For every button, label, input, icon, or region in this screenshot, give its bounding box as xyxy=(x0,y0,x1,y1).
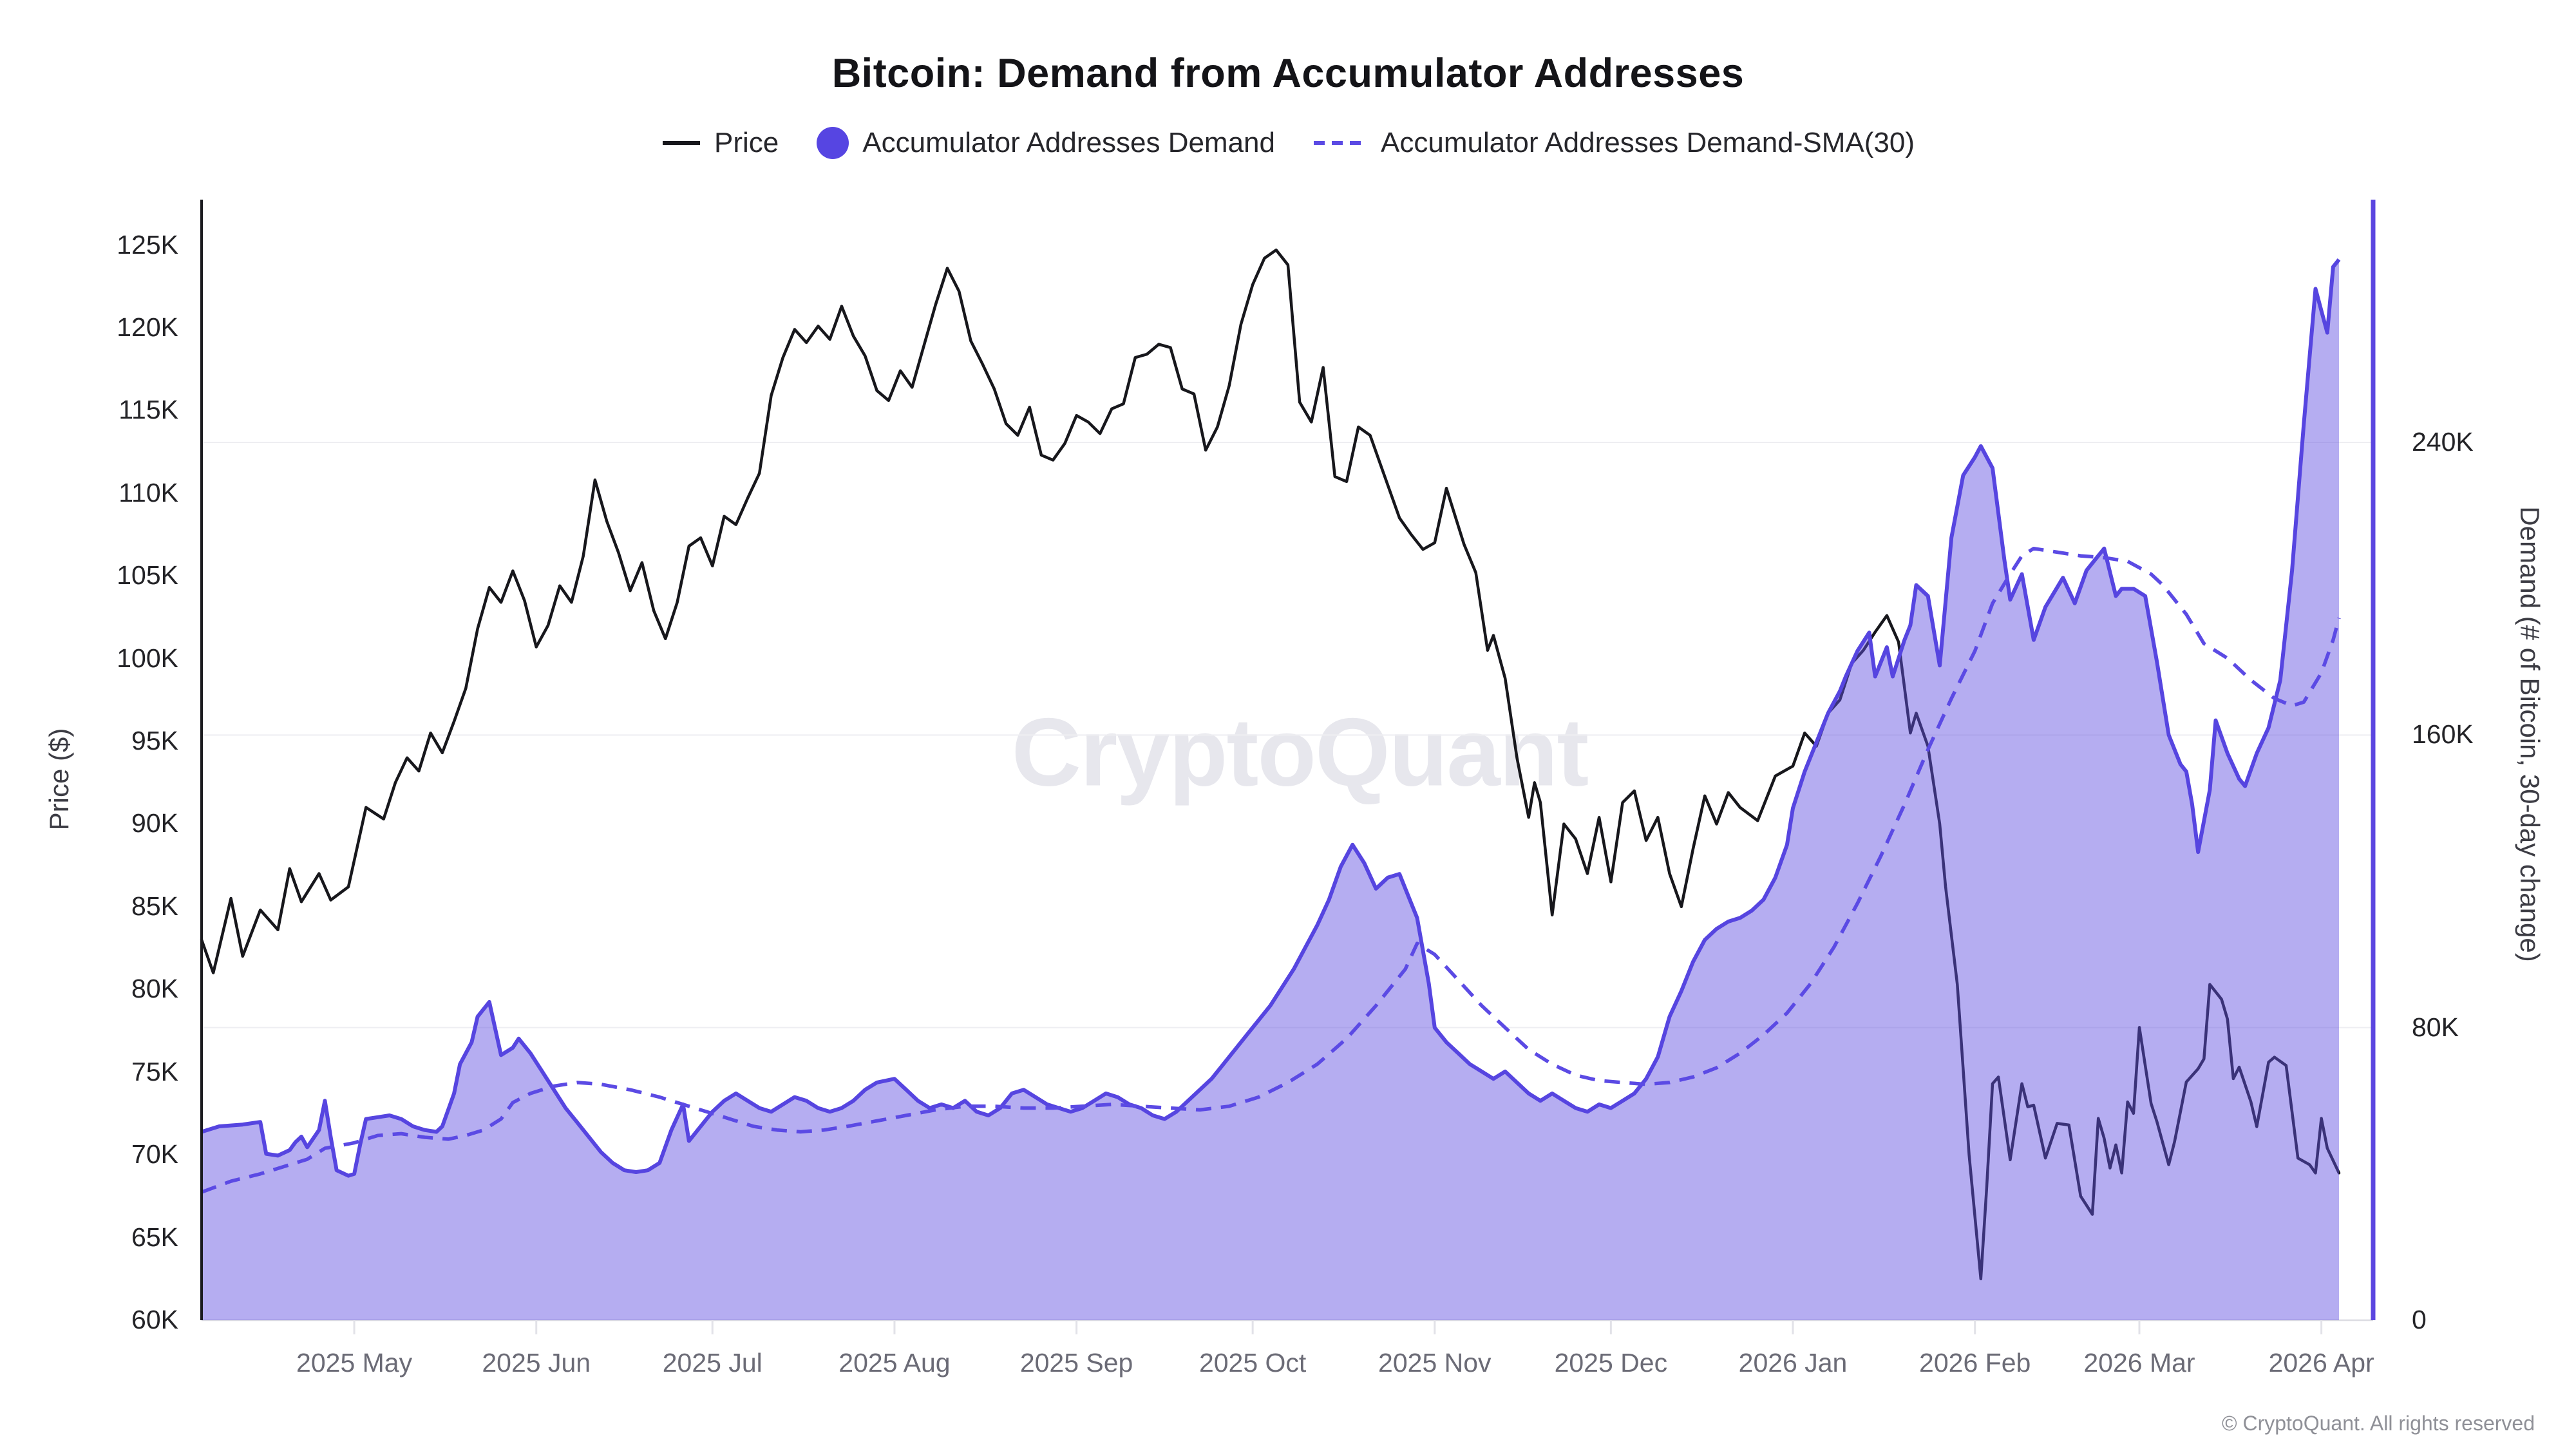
price-tick-label: 90K xyxy=(131,808,178,838)
price-tick-label: 75K xyxy=(131,1056,178,1086)
sma-dashed-swatch-icon xyxy=(1314,141,1367,145)
price-tick-label: 110K xyxy=(118,477,178,507)
price-tick-label: 120K xyxy=(117,312,178,342)
price-tick-label: 100K xyxy=(117,643,178,673)
cryptoquant-watermark: CryptoQuant xyxy=(1011,697,1589,806)
price-tick-label: 70K xyxy=(131,1139,178,1170)
legend-item-price[interactable]: Price xyxy=(661,127,779,159)
legend-item-sma[interactable]: Accumulator Addresses Demand-SMA(30) xyxy=(1312,127,1915,159)
x-tick-label: 2025 Jul xyxy=(662,1348,762,1378)
price-line-swatch-icon xyxy=(663,141,700,145)
demand-tick-label: 0 xyxy=(2412,1305,2427,1334)
price-tick-label: 85K xyxy=(131,891,178,921)
chart-title: Bitcoin: Demand from Accumulator Address… xyxy=(831,51,1745,96)
sma-line xyxy=(201,546,2341,1194)
right-axis-title: Demand (# of Bitcoin, 30-day change) xyxy=(2515,506,2545,962)
x-tick-label: 2025 Sep xyxy=(1019,1348,1133,1378)
x-tick-label: 2026 Mar xyxy=(2083,1348,2195,1378)
x-tick-label: 2025 Oct xyxy=(1198,1348,1307,1378)
price-line xyxy=(200,248,2341,1281)
gridlines xyxy=(202,442,2373,1334)
legend-sma-label: Accumulator Addresses Demand-SMA(30) xyxy=(1381,127,1915,158)
legend-demand-label: Accumulator Addresses Demand xyxy=(862,127,1275,158)
demand-tick-label: 80K xyxy=(2412,1012,2459,1042)
x-tick-label: 2025 Jun xyxy=(482,1348,591,1378)
price-tick-label: 95K xyxy=(131,726,178,756)
copyright-footer: © CryptoQuant. All rights reserved xyxy=(2222,1412,2535,1435)
x-tick-label: 2025 Aug xyxy=(838,1348,951,1378)
demand-tick-label: 240K xyxy=(2412,427,2474,457)
price-tick-label: 65K xyxy=(131,1222,178,1252)
x-tick-label: 2026 Jan xyxy=(1738,1348,1848,1378)
demand-area-fill xyxy=(202,260,2339,1320)
x-tick-label: 2025 Dec xyxy=(1554,1348,1668,1378)
price-tick-label: 80K xyxy=(131,974,178,1004)
price-tick-label: 60K xyxy=(131,1305,178,1334)
x-tick-label: 2025 May xyxy=(296,1348,413,1378)
demand-tick-label: 160K xyxy=(2412,719,2474,750)
x-tick-label: 2025 Nov xyxy=(1378,1348,1492,1378)
price-tick-label: 125K xyxy=(117,229,178,260)
demand-line xyxy=(201,258,2341,1178)
x-tick-label: 2026 Apr xyxy=(2268,1348,2374,1378)
x-tick-label: 2026 Feb xyxy=(1919,1348,2031,1378)
data-series xyxy=(200,248,2341,1320)
axis-spines xyxy=(200,200,2376,1320)
legend: Price Accumulator Addresses Demand Accum… xyxy=(0,126,2576,160)
price-tick-label: 115K xyxy=(118,395,178,425)
demand-dot-icon xyxy=(817,127,849,159)
price-tick-label: 105K xyxy=(117,560,178,591)
legend-item-demand[interactable]: Accumulator Addresses Demand xyxy=(816,126,1275,160)
legend-price-label: Price xyxy=(714,127,779,158)
